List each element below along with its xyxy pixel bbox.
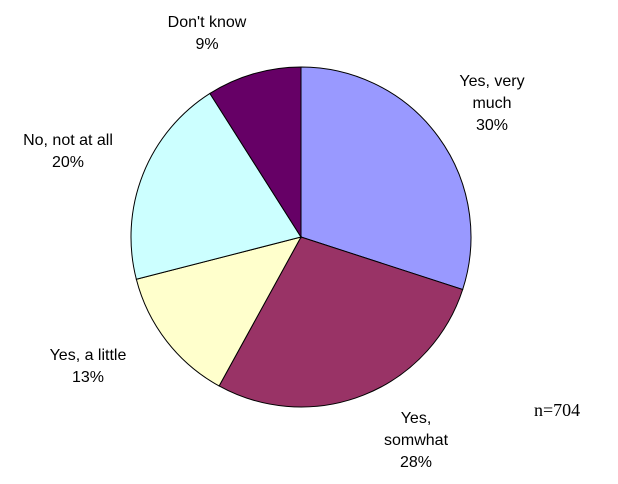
pie-slices bbox=[130, 66, 472, 408]
slice-label-2: Yes, somwhat 28% bbox=[384, 410, 449, 471]
slice-label-4: No, not at all 20% bbox=[23, 132, 113, 171]
slice-value-2: 28% bbox=[400, 454, 432, 471]
slice-value-4: 20% bbox=[52, 154, 84, 171]
slice-value-5: 9% bbox=[195, 36, 218, 53]
slice-label-line-2: Yes, bbox=[401, 410, 432, 427]
slice-label-3: Yes, a little 13% bbox=[50, 347, 127, 386]
slice-value-3: 13% bbox=[72, 369, 104, 386]
slice-labels: Yes, very much 30% Yes, somwhat 28% Yes, a lit… bbox=[23, 14, 525, 471]
slice-label-1: Yes, very much 30% bbox=[459, 73, 524, 134]
pie-slice-3 bbox=[135, 236, 302, 387]
pie-slice-4 bbox=[130, 92, 302, 280]
slice-label-5: Don't know 9% bbox=[168, 14, 247, 53]
pie-slice-1 bbox=[300, 66, 472, 291]
slice-value-1: 30% bbox=[476, 117, 508, 134]
slice-label-line-1: much bbox=[472, 95, 511, 112]
pie-slice-5 bbox=[209, 66, 302, 239]
slice-label-line-1: Yes, very bbox=[459, 73, 524, 90]
slice-label-line-2: somwhat bbox=[384, 432, 449, 449]
slice-label-line-4: No, not at all bbox=[23, 132, 113, 149]
sample-size-note: n=704 bbox=[534, 400, 581, 420]
slice-label-line-5: Don't know bbox=[168, 14, 247, 31]
pie-slice-2 bbox=[218, 236, 464, 408]
slice-label-line-3: Yes, a little bbox=[50, 347, 127, 364]
